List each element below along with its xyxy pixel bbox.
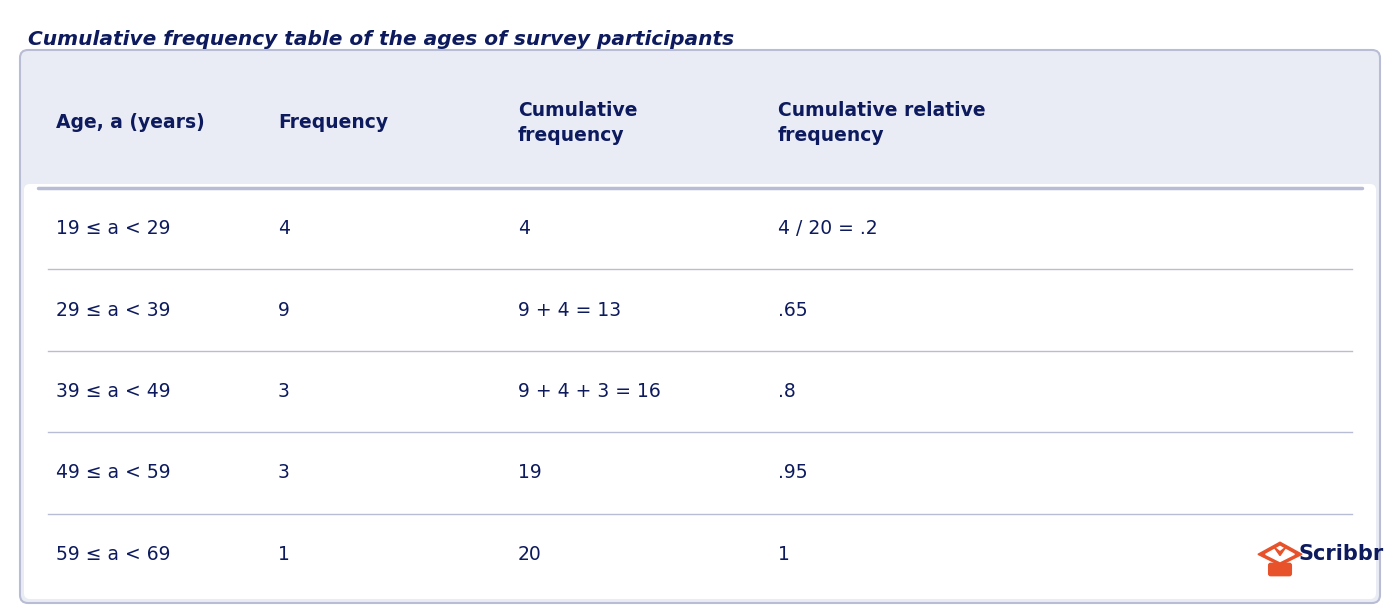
Text: 4 / 20 = .2: 4 / 20 = .2 <box>778 219 878 238</box>
FancyBboxPatch shape <box>24 184 1376 599</box>
Text: 1: 1 <box>279 545 290 564</box>
Polygon shape <box>1266 546 1294 562</box>
Text: 19 ≤ a < 29: 19 ≤ a < 29 <box>56 219 171 238</box>
Text: .8: .8 <box>778 382 795 401</box>
Text: 49 ≤ a < 59: 49 ≤ a < 59 <box>56 463 171 482</box>
FancyBboxPatch shape <box>20 50 1380 603</box>
Text: 19: 19 <box>518 463 542 482</box>
Text: 9 + 4 + 3 = 16: 9 + 4 + 3 = 16 <box>518 382 661 401</box>
Polygon shape <box>1274 547 1285 555</box>
Text: 4: 4 <box>279 219 290 238</box>
Text: 59 ≤ a < 69: 59 ≤ a < 69 <box>56 545 171 564</box>
Text: Frequency: Frequency <box>279 113 388 132</box>
Text: 9: 9 <box>279 300 290 319</box>
Polygon shape <box>1259 543 1302 565</box>
Text: Cumulative relative
frequency: Cumulative relative frequency <box>778 101 986 145</box>
Text: 39 ≤ a < 49: 39 ≤ a < 49 <box>56 382 171 401</box>
Text: .95: .95 <box>778 463 808 482</box>
Text: Cumulative
frequency: Cumulative frequency <box>518 101 637 145</box>
Text: 9 + 4 = 13: 9 + 4 = 13 <box>518 300 622 319</box>
Text: 4: 4 <box>518 219 531 238</box>
Text: 29 ≤ a < 39: 29 ≤ a < 39 <box>56 300 171 319</box>
Text: Cumulative frequency table of the ages of survey participants: Cumulative frequency table of the ages o… <box>28 30 734 49</box>
Text: 20: 20 <box>518 545 542 564</box>
Text: 1: 1 <box>778 545 790 564</box>
Text: 3: 3 <box>279 382 290 401</box>
Text: Scribbr: Scribbr <box>1298 544 1383 565</box>
Text: 3: 3 <box>279 463 290 482</box>
Text: .65: .65 <box>778 300 808 319</box>
FancyBboxPatch shape <box>1268 563 1291 576</box>
Text: Age, a (years): Age, a (years) <box>56 113 204 132</box>
